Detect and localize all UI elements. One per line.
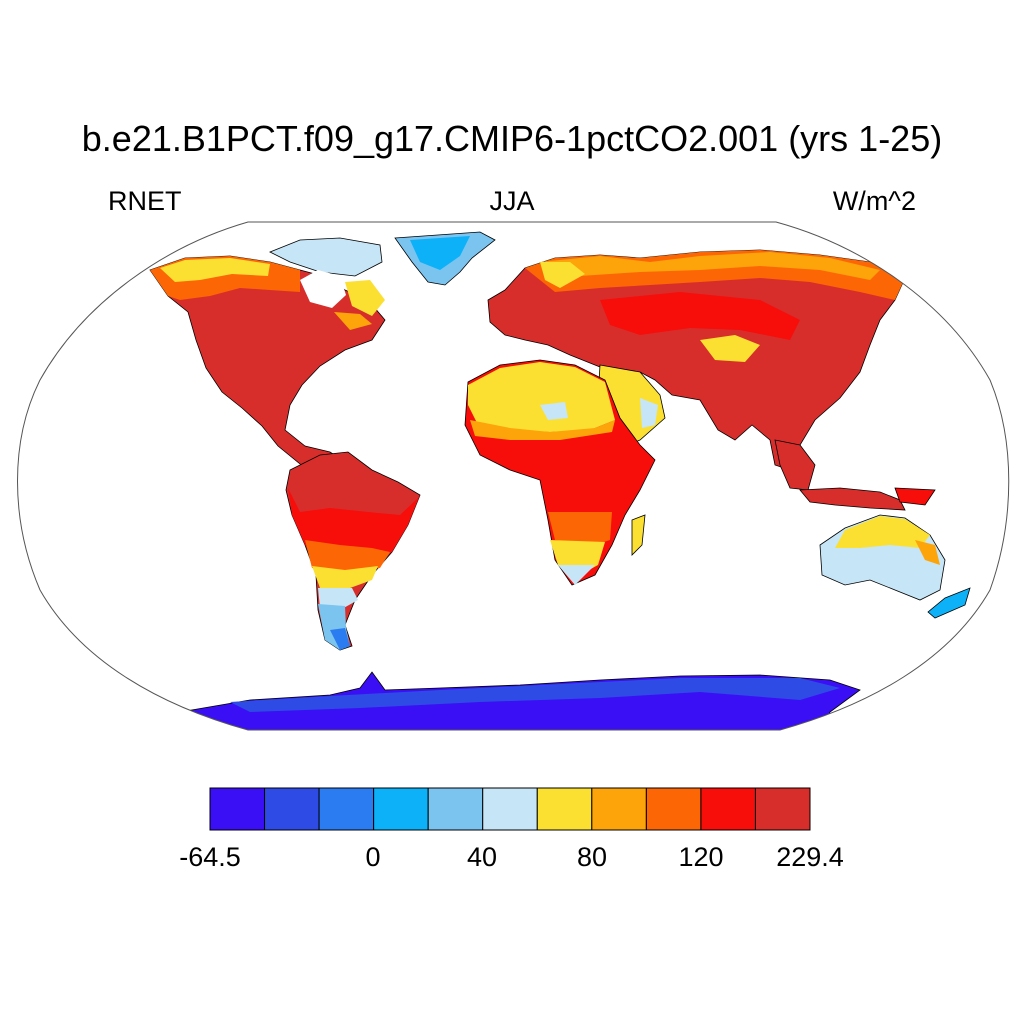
colorbar-tick-label: 229.4 [776, 842, 844, 872]
colorbar-swatch [754, 787, 811, 831]
land-sahara [468, 362, 615, 432]
land-greenland-ice [410, 236, 470, 270]
land-australia-east [915, 540, 940, 565]
land-arabia-light [640, 398, 658, 428]
colorbar-tick-label: 120 [678, 842, 724, 872]
colorbar [209, 787, 811, 831]
colorbar-swatch [645, 787, 702, 831]
colorbar-swatch [264, 787, 320, 831]
land-labrador-orange [334, 312, 372, 330]
units-label: W/m^2 [832, 186, 916, 216]
colorbar-swatch [318, 787, 375, 831]
land-sahara-light [540, 402, 568, 420]
land-australia-north [835, 516, 930, 548]
land-siberia-tundra [540, 252, 880, 280]
colorbar-swatch [591, 787, 647, 831]
land-sa-orange [305, 540, 390, 572]
colorbar-swatch [482, 787, 538, 831]
land-na-tundra [160, 258, 270, 282]
colorbar-tick-label: -64.5 [179, 842, 241, 872]
land-sa-light [318, 588, 358, 610]
land-scandinavia [540, 262, 585, 288]
land-indonesia [799, 487, 906, 511]
land-new-guinea [894, 487, 936, 506]
land-antarctica-coast [230, 678, 840, 712]
plot-title: b.e21.B1PCT.f09_g17.CMIP6-1pctCO2.001 (y… [81, 118, 943, 159]
colorbar-swatch [209, 787, 266, 831]
colorbar-swatch [700, 787, 756, 831]
land-tibet [700, 335, 760, 362]
land-south-africa-tip [558, 565, 595, 585]
land-sahel [470, 420, 615, 440]
colorbar-swatch [427, 787, 484, 831]
land-tierra [330, 628, 350, 650]
land-new-zealand [927, 587, 971, 619]
land-labrador [345, 280, 385, 316]
land-madagascar [631, 514, 646, 556]
variable-label: RNET [108, 186, 182, 216]
land-sa-south-red [288, 488, 420, 560]
land-sa-yellow [312, 566, 378, 588]
colorbar-tick-label: 80 [576, 842, 608, 872]
colorbar-tick-label: 40 [466, 842, 498, 872]
colorbar-swatch [373, 787, 429, 831]
land-central-asia [600, 292, 800, 340]
season-label: JJA [489, 186, 535, 216]
map-outline [17, 221, 1010, 731]
land-hudson-bay [300, 270, 346, 308]
land-south-africa-orange [548, 512, 612, 545]
colorbar-tick-label: 0 [365, 842, 381, 872]
colorbar-swatch [536, 787, 593, 831]
land-arctic-canada [269, 237, 383, 277]
